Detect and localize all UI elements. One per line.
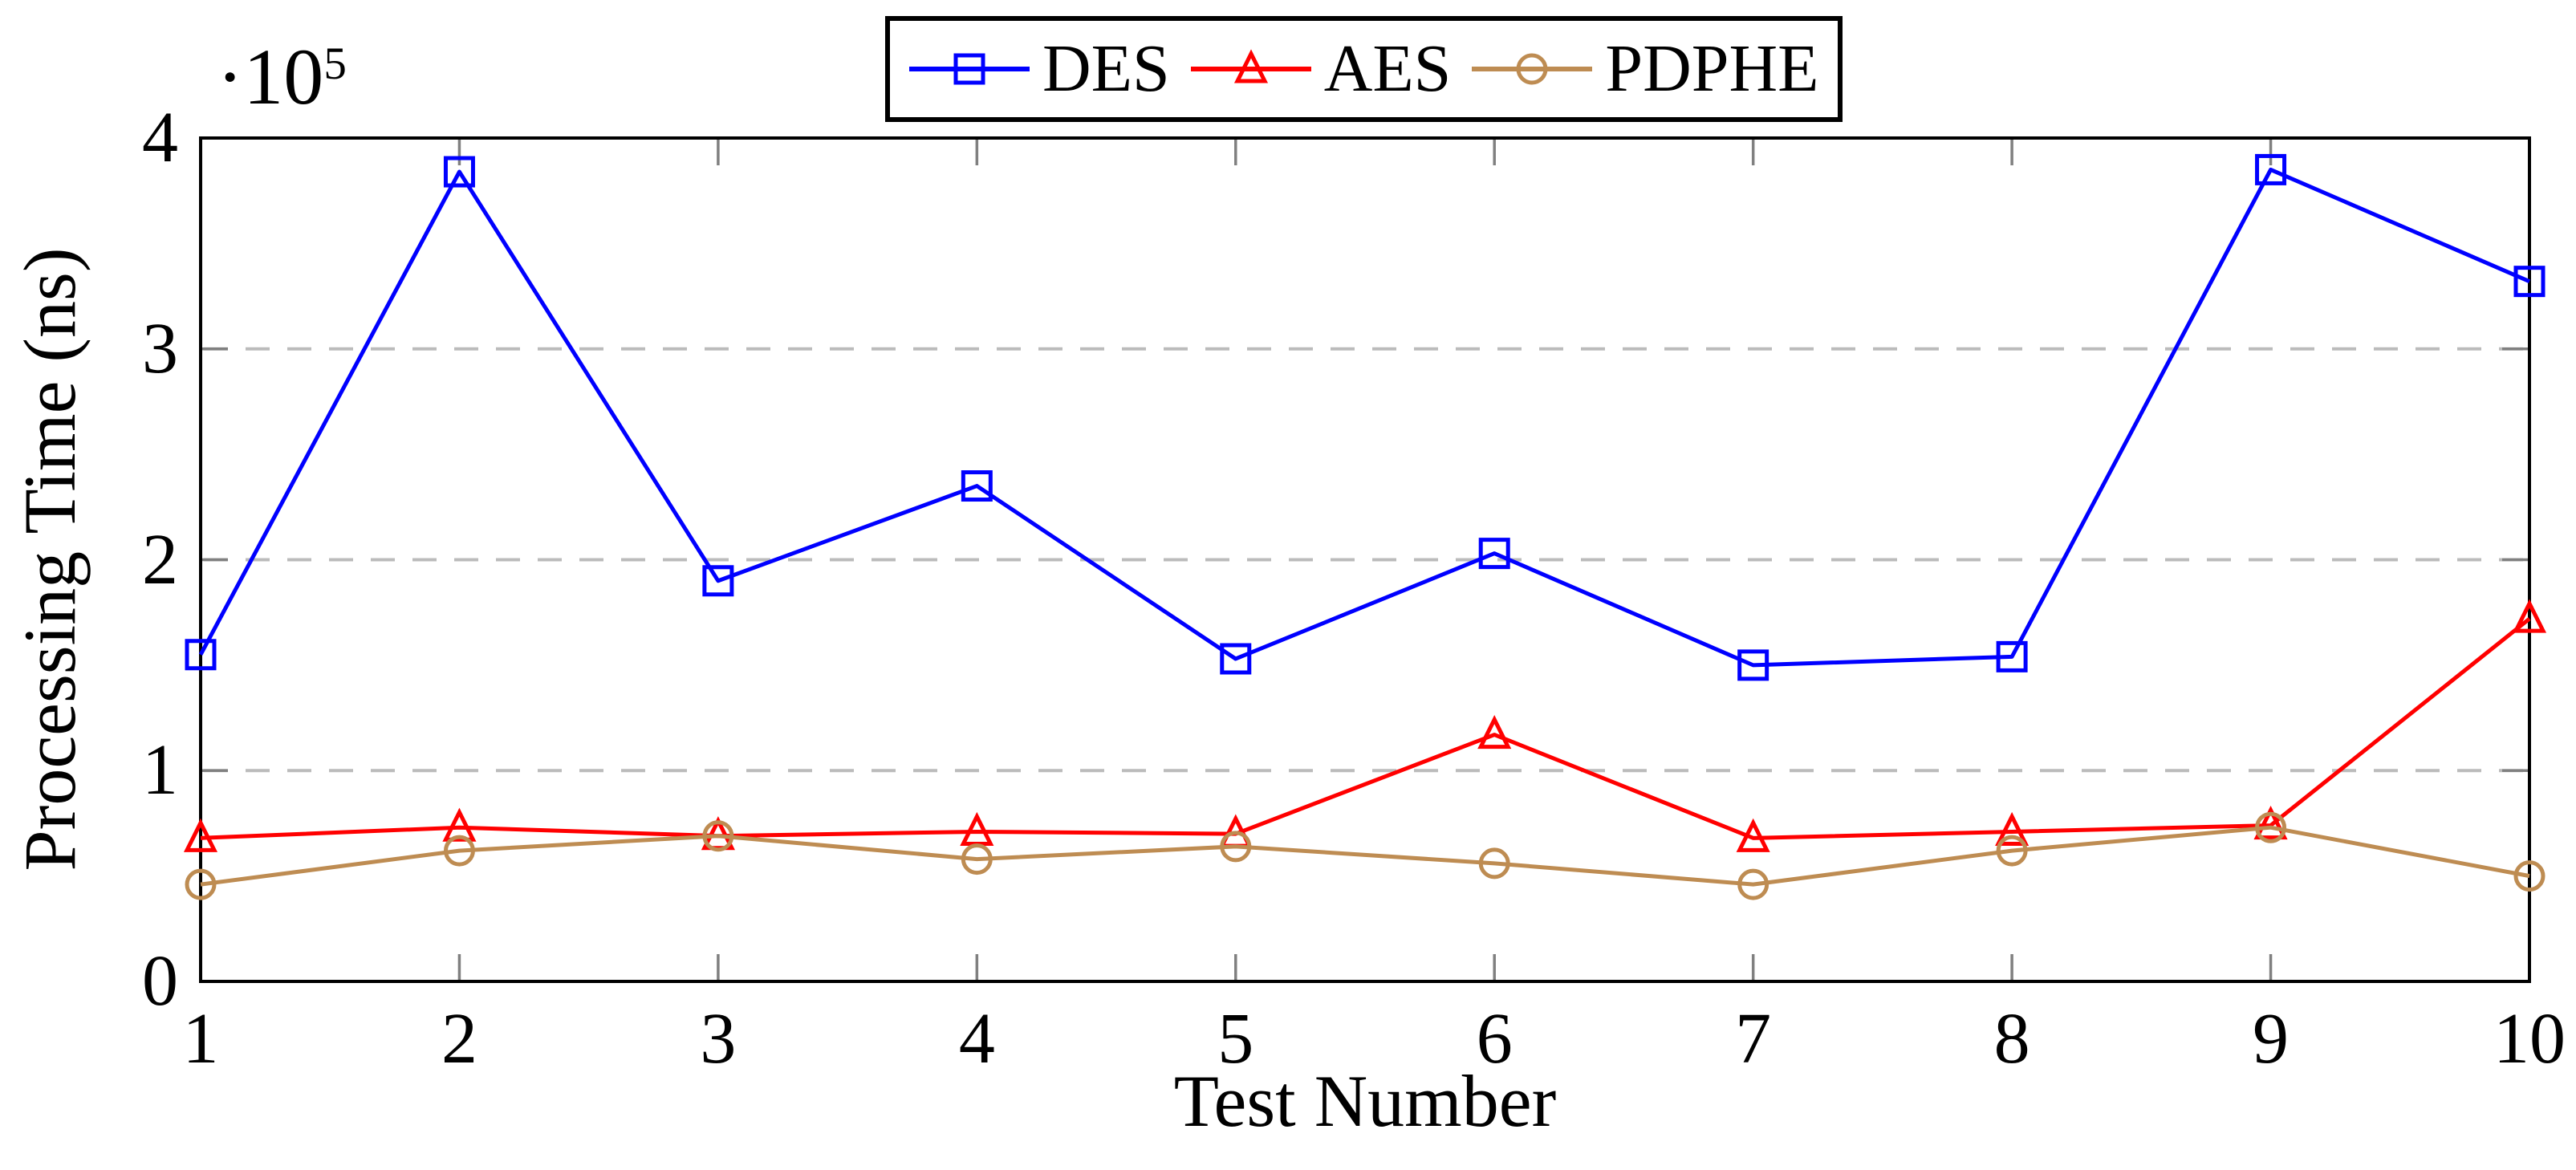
y-axis-title: Processing Time (ns) — [9, 247, 91, 871]
x-tick-label: 4 — [958, 999, 995, 1079]
series-PDPHE-marker — [1478, 847, 1510, 880]
legend-marker — [1516, 53, 1548, 85]
legend-swatch-AES — [1190, 49, 1311, 83]
y-axis-scale-base: ·10 — [217, 32, 324, 121]
x-tick-label: 8 — [1993, 999, 2030, 1079]
series-DES-marker — [1478, 538, 1510, 570]
legend-swatch-DES — [909, 53, 1030, 85]
series-PDPHE-marker — [185, 868, 217, 900]
series-DES-marker — [2255, 153, 2287, 185]
series-PDPHE-marker — [1996, 835, 2028, 867]
x-tick-label: 3 — [700, 999, 737, 1079]
legend-label: DES — [1042, 31, 1170, 106]
series-AES-marker — [442, 807, 477, 842]
series-DES-marker — [185, 639, 217, 671]
y-tick-label: 2 — [142, 519, 178, 599]
x-tick-label: 2 — [441, 999, 477, 1079]
axis-ticks — [201, 138, 2529, 981]
series-AES-marker — [1736, 818, 1770, 852]
legend-label: AES — [1323, 31, 1452, 106]
legend-marker — [1233, 49, 1268, 83]
series-PDPHE-marker — [443, 835, 475, 867]
series-DES-marker — [702, 565, 734, 597]
x-tick-label: 7 — [1735, 999, 1772, 1079]
series-DES-marker — [1220, 643, 1252, 675]
legend-item: DES — [909, 35, 1170, 103]
series-DES-marker — [1737, 649, 1769, 681]
y-tick-label: 0 — [142, 941, 178, 1021]
series-DES-marker — [961, 470, 993, 502]
series-DES-marker — [2513, 266, 2546, 298]
series-PDPHE-line — [200, 825, 2530, 887]
series-PDPHE-marker — [1737, 868, 1769, 900]
series-AES-marker — [1995, 811, 2030, 846]
legend-marker — [953, 53, 985, 85]
y-tick-label: 1 — [142, 730, 178, 810]
series-DES-marker — [1996, 640, 2028, 672]
y-axis-scale-label: ·105 — [217, 37, 347, 117]
series-PDPHE-marker — [2255, 811, 2287, 843]
series-AES-marker — [1477, 714, 1512, 750]
legend-item: PDPHE — [1472, 35, 1818, 103]
series-PDPHE-marker — [961, 843, 993, 875]
series-AES-line — [200, 617, 2531, 840]
series-AES-marker — [183, 818, 218, 852]
y-axis-scale-exponent: 5 — [323, 38, 347, 89]
legend-item: AES — [1190, 31, 1452, 106]
x-tick-label: 1 — [182, 999, 219, 1079]
plot-frame — [199, 136, 2531, 983]
x-tick-label: 6 — [1476, 999, 1513, 1079]
series-AES-marker — [2512, 599, 2547, 633]
series-PDPHE-marker — [1220, 831, 1252, 863]
x-axis-title: Test Number — [1173, 1060, 1557, 1142]
legend: DES AES PDPHE — [885, 16, 1843, 122]
y-tick-label: 3 — [142, 308, 178, 388]
series-PDPHE-marker — [2513, 860, 2546, 892]
x-tick-label: 10 — [2493, 999, 2566, 1079]
series-PDPHE-marker — [702, 820, 734, 852]
legend-label: PDPHE — [1605, 31, 1819, 106]
x-tick-label: 9 — [2253, 999, 2290, 1079]
series-AES-marker — [2253, 805, 2288, 840]
x-tick-label: 5 — [1217, 999, 1254, 1079]
series-DES-marker — [443, 156, 475, 188]
legend-swatch-PDPHE — [1472, 53, 1593, 85]
axis-frame — [199, 136, 2531, 983]
y-tick-label: 4 — [142, 98, 178, 177]
gridlines — [204, 347, 2526, 773]
series-DES-line — [198, 167, 2530, 668]
data-series — [183, 153, 2547, 900]
